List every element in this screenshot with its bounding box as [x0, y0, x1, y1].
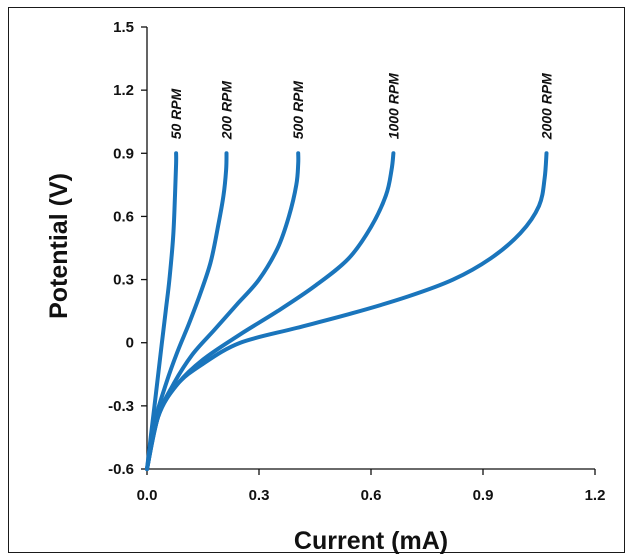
series-label: 500 RPM [290, 81, 306, 140]
series-label: 2000 RPM [539, 73, 555, 140]
series-lines [145, 151, 549, 471]
chart-frame [8, 7, 625, 553]
x-tick-label: 0.3 [249, 487, 270, 504]
series-label: 200 RPM [219, 81, 235, 141]
x-axis-title: Current (mA) [294, 527, 448, 555]
y-tick-label: 0 [126, 335, 134, 352]
y-tick-label: -0.6 [108, 461, 134, 478]
y-tick-label: 0.9 [113, 145, 134, 162]
y-axis-title: Potential (V) [45, 173, 73, 319]
series-line [145, 151, 301, 471]
x-tick-label: 0.9 [473, 487, 494, 504]
y-tick-label: 0.6 [113, 208, 134, 225]
y-tick-label: 1.2 [113, 82, 134, 99]
y-tick-label: -0.3 [108, 398, 134, 415]
series-label: 1000 RPM [385, 73, 401, 139]
series-line [145, 151, 179, 471]
axes [141, 26, 596, 475]
x-tick-label: 1.2 [585, 487, 606, 504]
series-label: 50 RPM [168, 88, 184, 139]
series-labels: 50 RPM 200 RPM 500 RPM 1000 RPM 2000 RPM [168, 73, 554, 140]
x-tick-label: 0.0 [137, 487, 158, 504]
series-line [145, 151, 229, 471]
y-tick-label: 0.3 [113, 272, 134, 289]
y-tick-label: 1.5 [113, 19, 134, 36]
tick-labels: 0.0 0.3 0.6 0.9 1.2 1.5 1.2 0.9 0.6 0.3 0 -0.3 -0.6 [108, 19, 605, 504]
series-line [145, 151, 549, 471]
x-tick-label: 0.6 [361, 487, 382, 504]
